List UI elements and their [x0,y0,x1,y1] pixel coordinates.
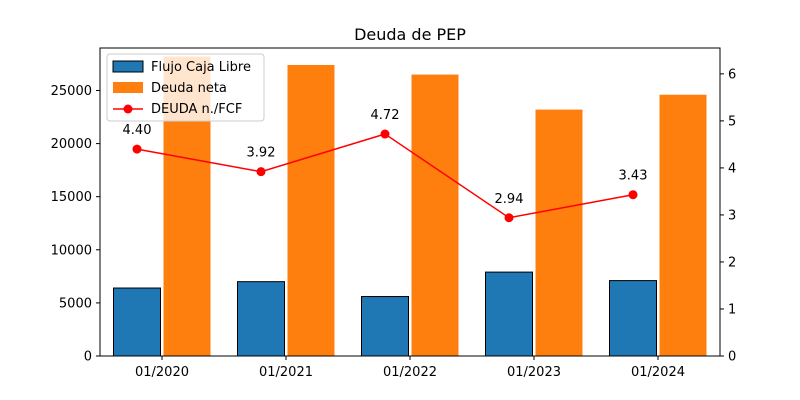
bar-fcf-3 [485,271,533,357]
ratio-point-3 [504,213,514,223]
legend: Flujo Caja Libre Deuda neta DEUDA n./FCF [106,53,265,122]
legend-box [106,53,265,122]
left-tick-label-2: 10000 [51,243,92,258]
ratio-point-2 [380,129,390,139]
legend-swatch-fcf [112,60,144,73]
ratio-label-2: 4.72 [371,108,400,123]
bar-fcf-2 [361,296,409,357]
legend-marker-ratio [123,104,133,114]
left-tick-label-1: 5000 [59,296,92,311]
bar-deuda-4 [659,94,707,357]
legend-label-ratio: DEUDA n./FCF [151,102,242,117]
bar-deuda-2 [411,74,459,356]
left-tick-label-4: 20000 [51,137,92,152]
x-tick-label-3: 01/2023 [507,365,561,380]
right-tick-label-0: 0 [728,350,736,365]
ratio-point-4 [628,190,638,200]
right-tick-label-1: 1 [728,302,736,317]
right-tick-label-4: 4 [728,161,736,176]
line-layer: 4.40 3.92 4.72 2.94 3.43 [123,108,648,223]
bar-fcf-4 [609,280,657,357]
right-tick-label-6: 6 [728,67,736,82]
legend-label-fcf: Flujo Caja Libre [151,60,251,75]
bar-deuda-3 [535,109,583,356]
legend-label-deuda: Deuda neta [151,81,227,96]
ratio-label-1: 3.92 [247,146,276,161]
chart-title: Deuda de PEP [354,25,466,44]
ratio-label-4: 3.43 [619,169,648,184]
legend-swatch-deuda [113,82,143,93]
right-tick-label-5: 5 [728,114,736,129]
ratio-label-0: 4.40 [123,123,152,138]
ratio-label-3: 2.94 [495,192,524,207]
bar-fcf-0 [113,287,161,357]
x-tick-label-1: 01/2021 [259,365,313,380]
x-tick-label-2: 01/2022 [383,365,437,380]
ratio-point-0 [132,144,142,154]
bars-layer [113,56,707,357]
bar-deuda-1 [287,64,335,356]
ratio-point-1 [256,167,266,177]
left-tick-label-5: 25000 [51,84,92,99]
left-tick-label-3: 15000 [51,190,92,205]
left-tick-label-0: 0 [84,350,92,365]
x-tick-label-0: 01/2020 [135,365,189,380]
axes-layer: 0 5000 10000 15000 20000 25000 0 1 2 3 4 5 6 01/2020 0… [51,47,736,380]
x-tick-label-4: 01/2024 [631,365,685,380]
bar-fcf-1 [237,281,285,357]
right-tick-label-3: 3 [728,208,736,223]
right-tick-label-2: 2 [728,255,736,270]
